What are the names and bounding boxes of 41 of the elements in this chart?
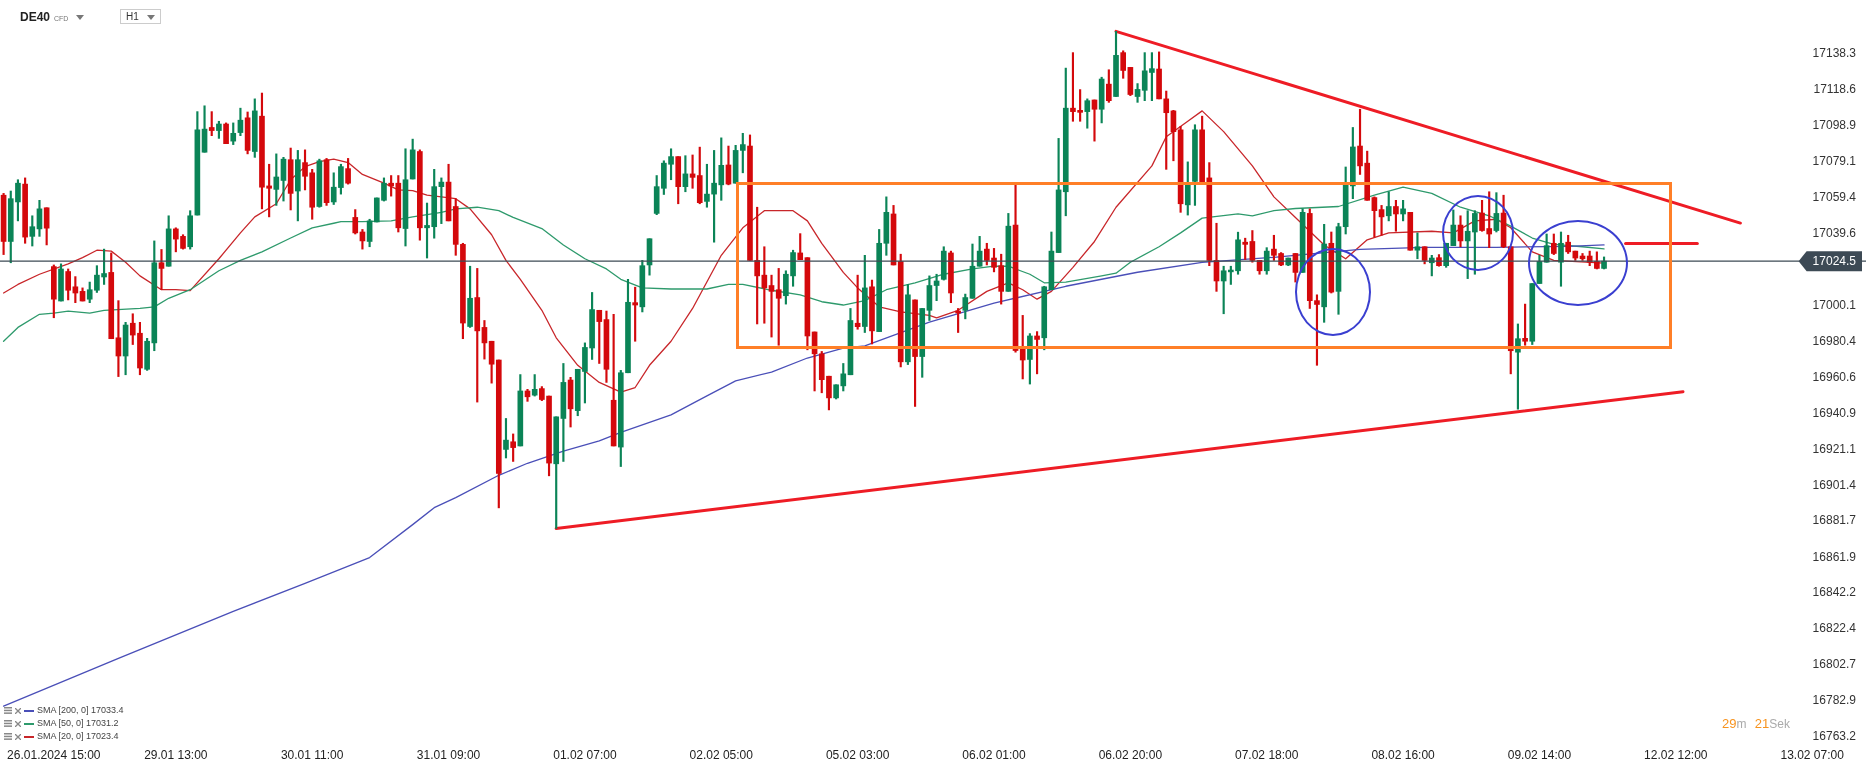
legend-label: SMA [20, 0] 17023.4 xyxy=(37,730,119,743)
x-tick-label: 31.01 09:00 xyxy=(416,748,481,762)
y-tick-label: 17059.4 xyxy=(1812,189,1857,204)
x-tick-label: 09.02 14:00 xyxy=(1507,748,1572,762)
candlestick xyxy=(1407,212,1414,251)
y-tick-label: 16861.9 xyxy=(1812,549,1857,564)
annotation: H1 xyxy=(126,11,139,22)
y-tick-label: 16940.9 xyxy=(1812,405,1857,420)
y-tick-label: 16822.4 xyxy=(1812,621,1857,636)
y-tick-label: 17098.9 xyxy=(1812,117,1857,132)
x-tick-label: 29.01 13:00 xyxy=(144,748,208,762)
y-tick-label: 17039.6 xyxy=(1812,225,1857,240)
y-tick-label: 16960.6 xyxy=(1812,369,1857,384)
y-tick-label: 17138.3 xyxy=(1812,46,1857,61)
y-tick-label: 17118.6 xyxy=(1813,82,1857,97)
y-tick-label: 16842.2 xyxy=(1812,585,1857,600)
x-tick-label: 01.02 07:00 xyxy=(553,748,617,762)
text: DE40 xyxy=(20,10,51,24)
legend-label: SMA [200, 0] 17033.4 xyxy=(37,704,124,717)
annotation: 29m 21Sek xyxy=(1722,716,1790,731)
x-tick-label: 06.02 01:00 xyxy=(962,748,1026,762)
y-tick-label: 16980.4 xyxy=(1812,333,1857,348)
x-tick-label: 12.02 12:00 xyxy=(1644,748,1708,762)
y-tick-label: 17079.1 xyxy=(1812,154,1857,169)
x-tick-label: 02.02 05:00 xyxy=(689,748,753,762)
ref-line-label: 17024.5 xyxy=(1812,254,1857,269)
y-tick-label: 16921.1 xyxy=(1812,441,1857,456)
x-tick-label: 07.02 18:00 xyxy=(1235,748,1299,762)
x-tick-label: 05.02 03:00 xyxy=(825,748,890,762)
y-tick-label: 17000.1 xyxy=(1812,297,1857,312)
legend-label: SMA [50, 0] 17031.2 xyxy=(37,717,119,730)
y-tick-label: 16901.4 xyxy=(1812,477,1857,492)
x-tick-label: 26.01.2024 15:00 xyxy=(7,748,101,762)
x-tick-label: 30.01 11:00 xyxy=(280,748,344,762)
y-tick-label: 16763.2 xyxy=(1812,729,1857,744)
x-tick-label: 08.02 16:00 xyxy=(1371,748,1435,762)
y-tick-label: 16802.7 xyxy=(1812,657,1857,672)
y-tick-label: 16782.9 xyxy=(1812,693,1857,708)
x-tick-label: 06.02 20:00 xyxy=(1098,748,1163,762)
x-tick-label: 13.02 07:00 xyxy=(1780,748,1844,762)
y-tick-label: 16881.7 xyxy=(1812,513,1857,528)
